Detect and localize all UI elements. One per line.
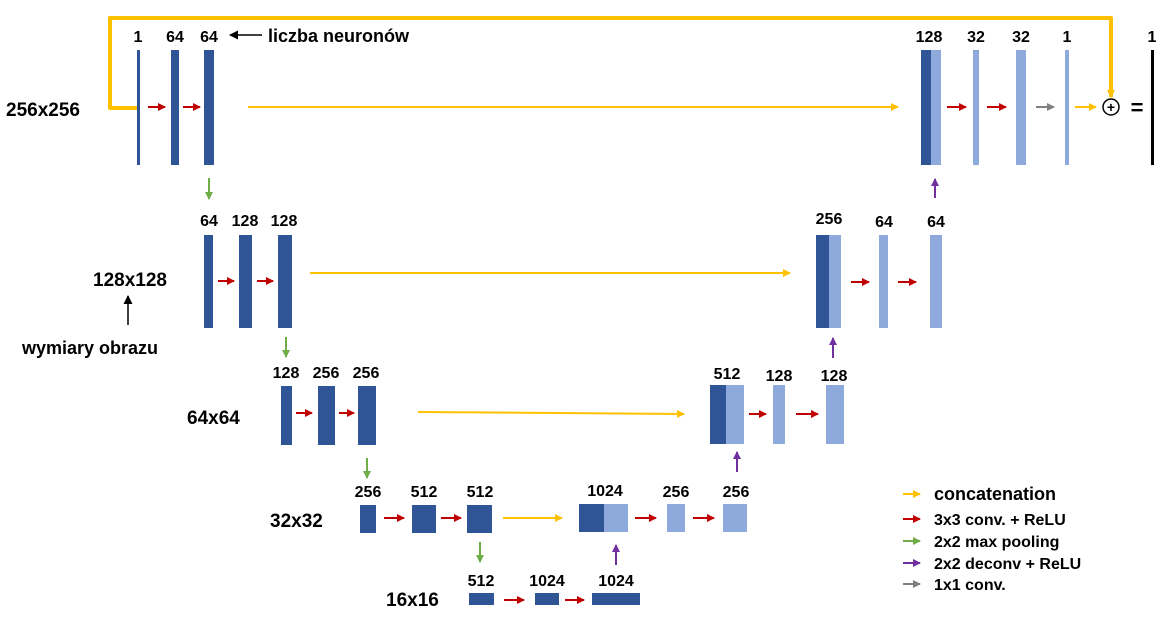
neuron-count: 512 xyxy=(467,484,494,501)
neuron-count: 256 xyxy=(816,211,843,228)
neuron-count: 64 xyxy=(927,214,945,231)
neuron-count: 64 xyxy=(200,213,218,230)
dec-block-concat xyxy=(710,385,726,444)
image-size-label: 64x64 xyxy=(187,408,240,429)
equals-symbol: = xyxy=(1131,95,1144,120)
neuron-count: 256 xyxy=(663,484,690,501)
neuron-count: 32 xyxy=(967,29,985,46)
enc-block xyxy=(204,235,213,328)
enc-block xyxy=(412,505,436,533)
level-32-encoder: 256 512 512 xyxy=(355,484,563,563)
enc-block xyxy=(360,505,376,533)
neuron-count: 1024 xyxy=(529,573,565,590)
image-size-annotation: wymiary obrazu xyxy=(21,295,158,358)
legend-item-concatenation: concatenation xyxy=(903,484,1056,504)
legend-label: 1x1 conv. xyxy=(934,577,1006,594)
dec-block xyxy=(930,235,942,328)
neurons-annotation-label: liczba neuronów xyxy=(268,26,410,46)
neuron-count: 1024 xyxy=(587,483,623,500)
neuron-count: 1 xyxy=(1063,29,1072,46)
legend-item-conv1x1: 1x1 conv. xyxy=(903,577,1006,594)
enc-block xyxy=(467,505,492,533)
level-256-decoder: 128 32 32 1 xyxy=(916,29,1097,198)
legend-label: 3x3 conv. + ReLU xyxy=(934,512,1066,529)
plus-symbol: + xyxy=(1107,99,1115,115)
neuron-count: 32 xyxy=(1012,29,1030,46)
dec-block xyxy=(826,385,844,444)
dec-block xyxy=(667,504,685,532)
image-size-label: 16x16 xyxy=(386,590,439,611)
legend: concatenation 3x3 conv. + ReLU 2x2 max p… xyxy=(903,484,1081,594)
neuron-count: 64 xyxy=(200,29,218,46)
neuron-count: 1 xyxy=(134,29,143,46)
neuron-count: 128 xyxy=(273,365,300,382)
dec-block xyxy=(1016,50,1026,165)
dec-block-concat xyxy=(921,50,931,165)
neuron-count: 256 xyxy=(355,484,382,501)
neuron-count: 512 xyxy=(411,484,438,501)
level-128-decoder: 256 64 64 xyxy=(816,211,945,358)
neuron-count: 256 xyxy=(353,365,380,382)
neuron-count: 128 xyxy=(232,213,259,230)
image-size-label: 128x128 xyxy=(93,270,167,291)
legend-item-conv-relu: 3x3 conv. + ReLU xyxy=(903,512,1066,529)
enc-block xyxy=(318,386,335,445)
neurons-annotation: liczba neuronów xyxy=(229,26,410,46)
neuron-count: 128 xyxy=(821,368,848,385)
dec-block xyxy=(1065,50,1069,165)
level-16-bottleneck: 512 1024 1024 xyxy=(468,573,640,605)
neuron-count: 512 xyxy=(468,573,495,590)
image-size-label: 256x256 xyxy=(6,100,80,121)
output-block xyxy=(1151,50,1154,165)
output-neuron-count: 1 xyxy=(1148,29,1157,46)
level-256-encoder: 1 64 64 xyxy=(134,29,899,200)
dec-block xyxy=(723,504,747,532)
image-size-label: 32x32 xyxy=(270,511,323,532)
legend-label: concatenation xyxy=(934,484,1056,504)
dec-block-concat xyxy=(816,235,829,328)
concat-arrow xyxy=(417,409,685,418)
neuron-count: 256 xyxy=(313,365,340,382)
dec-block xyxy=(773,385,785,444)
enc-block xyxy=(171,50,179,165)
enc-block xyxy=(592,593,640,605)
level-128-encoder: 64 128 128 xyxy=(200,213,791,358)
input-skip-connection xyxy=(108,16,1115,110)
output-section: + = 1 xyxy=(1102,29,1157,165)
dec-block xyxy=(879,235,888,328)
neuron-count: 128 xyxy=(916,29,943,46)
level-32-decoder: 1024 256 256 xyxy=(579,483,749,565)
dec-block-concat xyxy=(931,50,941,165)
neuron-count: 1024 xyxy=(598,573,634,590)
enc-block xyxy=(278,235,292,328)
enc-block xyxy=(281,386,292,445)
neuron-count: 256 xyxy=(723,484,750,501)
dec-block-concat xyxy=(604,504,628,532)
legend-label: 2x2 deconv + ReLU xyxy=(934,556,1081,573)
enc-block xyxy=(204,50,214,165)
neuron-count: 64 xyxy=(875,214,893,231)
legend-item-max-pooling: 2x2 max pooling xyxy=(903,534,1059,551)
legend-item-deconv-relu: 2x2 deconv + ReLU xyxy=(903,556,1081,573)
neuron-count: 128 xyxy=(766,368,793,385)
neuron-count: 512 xyxy=(714,366,741,383)
dec-block-concat xyxy=(726,385,744,444)
enc-block xyxy=(535,593,559,605)
add-operator-icon xyxy=(1102,98,1120,116)
enc-block xyxy=(469,593,494,605)
enc-block xyxy=(137,50,140,165)
neuron-count: 128 xyxy=(271,213,298,230)
dec-block-concat xyxy=(829,235,841,328)
enc-block xyxy=(358,386,376,445)
enc-block xyxy=(239,235,252,328)
image-size-annotation-label: wymiary obrazu xyxy=(21,338,158,358)
level-64-decoder: 512 128 128 xyxy=(710,366,847,472)
dec-block xyxy=(973,50,979,165)
dec-block-concat xyxy=(579,504,604,532)
level-64-encoder: 128 256 256 xyxy=(273,365,685,479)
neuron-count: 64 xyxy=(166,29,184,46)
legend-label: 2x2 max pooling xyxy=(934,534,1059,551)
